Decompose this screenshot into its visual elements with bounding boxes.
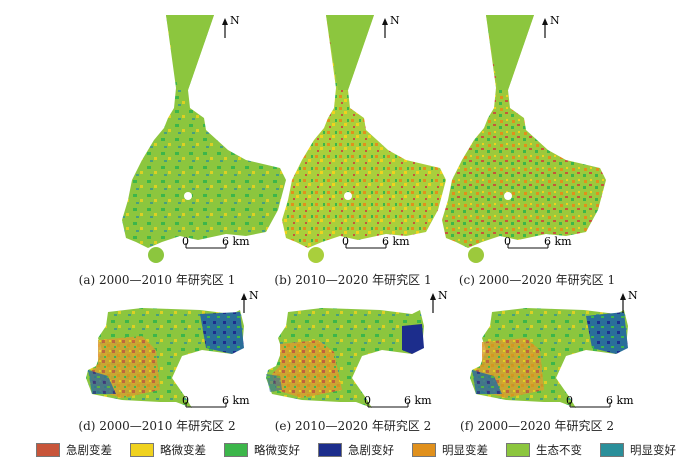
legend-swatch [36, 443, 60, 457]
legend: 急剧变差 略微变差 略微变好 急剧变好 明显变差 生态不变 明显变好 [36, 441, 676, 461]
scale-zero-f: 0 [566, 394, 573, 407]
map-panel-b [282, 15, 446, 263]
legend-label: 生态不变 [536, 443, 582, 457]
legend-label: 略微变好 [254, 443, 300, 457]
legend-swatch [318, 443, 342, 457]
north-label-c: N [550, 14, 560, 27]
scale-label-e: 6 km [404, 394, 432, 407]
north-label-e: N [438, 289, 448, 302]
scale-zero-c: 0 [504, 235, 511, 248]
map-panel-a [122, 15, 286, 263]
legend-swatch [412, 443, 436, 457]
scale-label-a: 6 km [222, 235, 250, 248]
map-panel-e [266, 292, 437, 408]
legend-label: 明显变差 [442, 443, 488, 457]
caption-d: (d) 2000—2010 年研究区 2 [78, 419, 236, 433]
scale-label-d: 6 km [222, 394, 250, 407]
legend-label: 急剧变差 [66, 443, 112, 457]
caption-f: (f) 2000—2020 年研究区 2 [460, 419, 614, 433]
caption-b: (b) 2010—2020 年研究区 1 [274, 273, 432, 287]
scale-label-c: 6 km [544, 235, 572, 248]
legend-swatch [506, 443, 530, 457]
scale-zero-d: 0 [182, 394, 189, 407]
map-panel-d [86, 292, 248, 408]
scale-label-f: 6 km [606, 394, 634, 407]
legend-swatch [224, 443, 248, 457]
north-label-d: N [249, 289, 259, 302]
north-label-a: N [230, 14, 240, 27]
north-label-b: N [390, 14, 400, 27]
caption-a: (a) 2000—2010 年研究区 1 [78, 273, 236, 287]
scale-zero-b: 0 [342, 235, 349, 248]
map-panel-f [470, 292, 628, 408]
caption-c: (c) 2000—2020 年研究区 1 [458, 273, 616, 287]
legend-label: 略微变差 [160, 443, 206, 457]
north-label-f: N [628, 289, 638, 302]
legend-swatch [600, 443, 624, 457]
caption-e: (e) 2010—2020 年研究区 2 [274, 419, 432, 433]
map-panel-c [442, 15, 606, 263]
legend-swatch [130, 443, 154, 457]
legend-label: 急剧变好 [348, 443, 394, 457]
scale-zero-a: 0 [182, 235, 189, 248]
legend-label: 明显变好 [630, 443, 676, 457]
scale-label-b: 6 km [382, 235, 410, 248]
scale-zero-e: 0 [364, 394, 371, 407]
